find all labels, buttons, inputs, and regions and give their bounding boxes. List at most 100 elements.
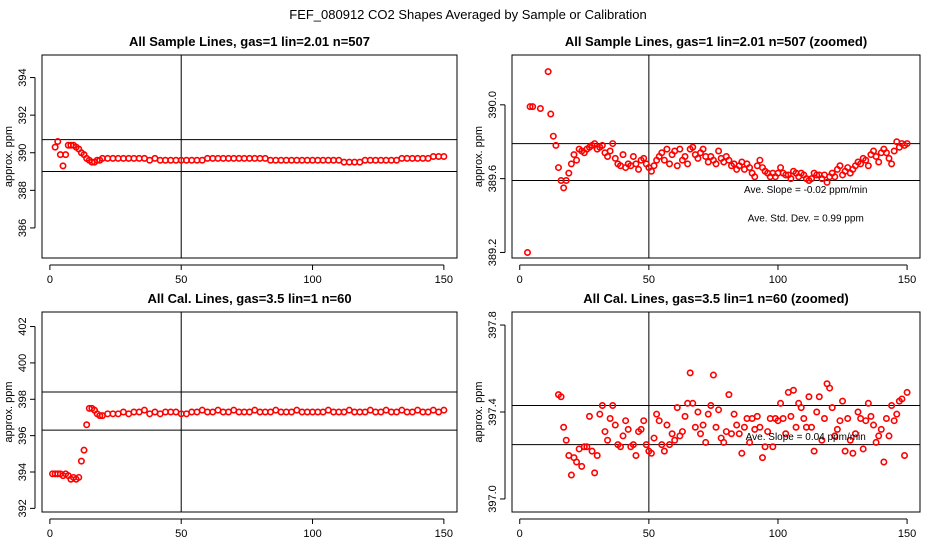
plot-frame (511, 311, 921, 513)
y-tick-label: 402 (17, 317, 29, 335)
data-point (720, 438, 728, 446)
plot-frame (511, 54, 921, 259)
data-point (655, 417, 663, 425)
data-point (578, 462, 586, 470)
panel-cal-lines: All Cal. Lines, gas=3.5 lin=1 n=60 0 50 100… (3, 291, 458, 540)
data-point (882, 149, 890, 157)
data-point (629, 441, 637, 449)
data-point (727, 430, 735, 438)
data-point (611, 154, 619, 162)
y-tick-label: 397.0 (487, 485, 499, 513)
data-point (658, 149, 666, 157)
data-point (671, 436, 679, 444)
data-point (870, 147, 878, 155)
data-point (789, 386, 797, 394)
data-point (901, 451, 909, 459)
data-point (867, 412, 875, 420)
x-tick-label: 150 (898, 274, 916, 286)
data-point (689, 143, 697, 151)
data-point (859, 445, 867, 453)
data-point (619, 432, 627, 440)
data-point (738, 449, 746, 457)
y-axis-label: approx. ppm (3, 381, 15, 442)
data-point (903, 140, 911, 148)
data-point (890, 417, 898, 425)
data-point (526, 103, 534, 111)
data-point (880, 458, 888, 466)
plot-frame (41, 54, 458, 259)
data-point (642, 441, 650, 449)
data-point (800, 415, 808, 423)
data-point (560, 423, 568, 431)
data-point (552, 141, 560, 149)
data-point (598, 401, 606, 409)
data-point (573, 156, 581, 164)
data-point (715, 147, 723, 155)
data-point (663, 145, 671, 153)
annotation-text: Ave. Std. Dev. = 0.99 ppm (748, 213, 864, 224)
data-point (653, 410, 661, 418)
data-point (836, 162, 844, 170)
data-point (756, 156, 764, 164)
data-point (826, 384, 834, 392)
panel-sample-lines-zoomed: All Sample Lines, gas=1 lin=2.01 n=507 (… (473, 34, 921, 286)
data-point (857, 160, 865, 168)
data-point (591, 469, 599, 477)
data-point (691, 423, 699, 431)
data-point (686, 369, 694, 377)
data-point (647, 167, 655, 175)
y-tick-label: 389.2 (487, 239, 499, 267)
data-point (77, 457, 85, 465)
data-point (882, 415, 890, 423)
data-point (761, 443, 769, 451)
data-point (862, 417, 870, 425)
data-point (885, 432, 893, 440)
data-point (604, 153, 612, 161)
data-point (725, 391, 733, 399)
data-point (870, 421, 878, 429)
data-point (650, 162, 658, 170)
y-tick-label: 400 (17, 354, 29, 372)
data-point (660, 156, 668, 164)
data-point (864, 399, 872, 407)
y-tick-label: 389.6 (487, 165, 499, 193)
data-point (694, 154, 702, 162)
data-point (751, 173, 759, 181)
data-point (820, 415, 828, 423)
data-point (841, 447, 849, 455)
data-point (681, 153, 689, 161)
data-point (864, 162, 872, 170)
x-tick-label: 150 (435, 528, 453, 540)
data-point (707, 401, 715, 409)
x-tick-label: 100 (769, 274, 787, 286)
data-point (699, 421, 707, 429)
y-tick-label: 386 (17, 219, 29, 237)
data-point (536, 105, 544, 113)
data-point (787, 175, 795, 183)
data-point (792, 423, 800, 431)
data-point (893, 410, 901, 418)
y-tick-label: 388 (17, 181, 29, 199)
data-point (854, 408, 862, 416)
data-point (808, 423, 816, 431)
data-point (440, 406, 448, 414)
data-point (782, 430, 790, 438)
data-point (640, 154, 648, 162)
data-point (846, 436, 854, 444)
data-point (650, 434, 658, 442)
data-point (616, 443, 624, 451)
data-point (606, 415, 614, 423)
x-tick-label: 0 (517, 528, 523, 540)
data-point (676, 145, 684, 153)
y-axis-label: approx. ppm (3, 126, 15, 187)
data-point (890, 147, 898, 155)
data-point (828, 404, 836, 412)
data-point (877, 425, 885, 433)
data-point (573, 458, 581, 466)
data-point (813, 171, 821, 179)
data-point (769, 443, 777, 451)
panel-title: All Sample Lines, gas=1 lin=2.01 n=507 (… (565, 34, 867, 49)
data-point (663, 421, 671, 429)
data-point (810, 447, 818, 455)
data-point (547, 110, 555, 118)
